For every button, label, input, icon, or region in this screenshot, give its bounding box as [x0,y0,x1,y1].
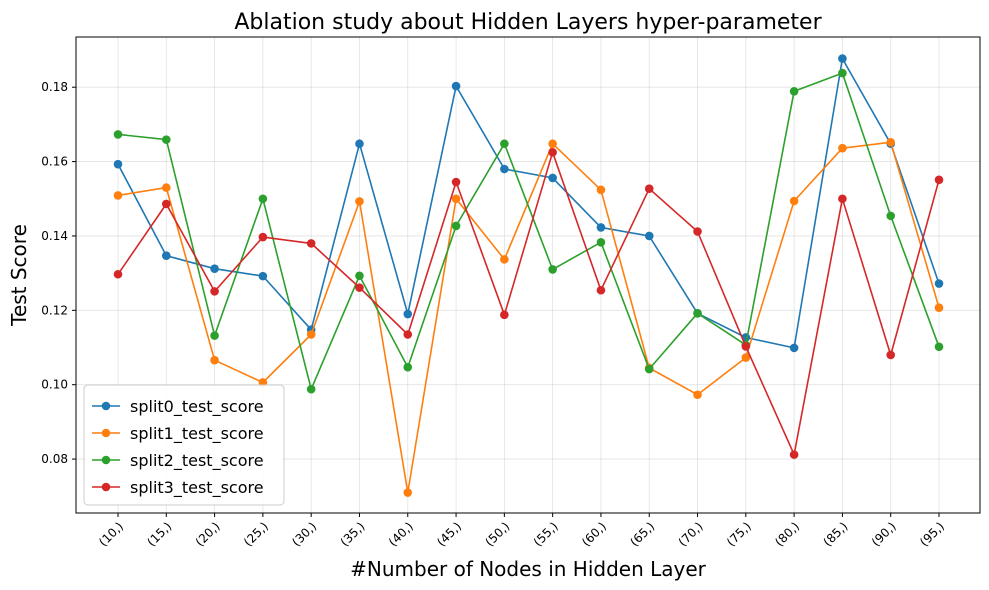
data-point [741,353,751,362]
data-point [934,175,944,185]
data-point [113,191,123,200]
data-point [306,239,316,248]
data-point [403,330,413,339]
data-point [113,269,123,279]
data-point [644,231,654,241]
data-point [596,185,606,195]
data-point [403,309,413,319]
data-point [258,271,268,281]
data-point [210,287,219,296]
data-point [596,285,606,295]
data-point [161,183,171,192]
data-point [838,143,847,153]
legend-marker [101,401,111,411]
data-point [403,362,413,372]
series-split2_test_score [113,68,944,394]
series-split1_test_score [113,137,944,497]
data-point [451,81,461,91]
data-point [789,86,799,96]
data-point [161,199,171,209]
legend-marker [101,482,111,492]
data-point [789,343,799,353]
data-point [306,384,316,394]
data-point [500,310,509,320]
data-point [451,177,461,187]
data-point [886,350,896,360]
y-tick-label: 0.10 [41,378,68,392]
series-line [117,72,940,391]
data-point [258,232,268,242]
y-tick-label: 0.18 [41,80,68,94]
y-tick-label: 0.14 [41,229,68,243]
data-point [693,390,702,400]
series-line [117,57,940,349]
data-point [161,251,171,260]
data-point [355,197,364,206]
data-point [548,139,557,149]
chart-title: Ablation study about Hidden Layers hyper… [234,10,822,35]
data-point [355,271,364,281]
data-point [113,130,123,139]
data-point [596,223,606,232]
y-tick-label: 0.16 [41,155,68,169]
data-point [355,139,364,149]
legend-label: split3_test_score [130,478,264,498]
data-point [548,147,557,157]
data-point [210,355,219,365]
series-layer [113,54,944,497]
data-point [934,279,944,288]
data-point [838,54,847,63]
legend-marker [101,455,111,465]
legend-marker [101,428,111,438]
series-split3_test_score [113,147,944,459]
data-point [258,194,268,204]
plot-frame [75,36,981,514]
legend: split0_test_score split1_test_score split2… [83,384,285,506]
legend-item: split1_test_score [92,424,264,444]
data-point [355,283,364,292]
data-point [451,221,461,231]
series-line [117,141,940,494]
y-axis-label: Test Score [7,224,31,327]
data-point [161,135,171,144]
data-point [886,211,896,221]
data-point [500,139,509,149]
data-point [548,265,557,274]
y-tick-label: 0.12 [41,303,68,317]
legend-item: split2_test_score [92,451,264,471]
data-point [113,159,123,169]
data-point [741,342,751,351]
data-point [306,330,316,339]
data-point [934,342,944,352]
legend-box [83,384,285,506]
legend-label: split2_test_score [130,451,264,471]
data-point [500,255,509,264]
data-point [451,194,461,204]
data-point [693,227,702,236]
data-point [548,173,557,183]
legend-item: split3_test_score [92,478,264,498]
data-point [693,309,702,318]
data-point [210,264,219,273]
data-point [838,194,847,204]
data-point [644,184,654,194]
x-axis-label: #Number of Nodes in Hidden Layer [350,557,707,581]
data-point [886,137,896,147]
data-point [789,450,799,459]
data-point [838,68,847,78]
data-point [596,237,606,247]
data-point [644,364,654,374]
legend-label: split0_test_score [130,397,264,417]
data-point [403,488,413,497]
legend-item: split0_test_score [92,397,264,417]
series-line [117,151,940,456]
legend-label: split1_test_score [130,424,264,444]
data-point [934,303,944,313]
data-point [789,196,799,206]
data-point [210,331,219,340]
y-tick-label: 0.08 [41,452,68,466]
data-point [500,164,509,174]
